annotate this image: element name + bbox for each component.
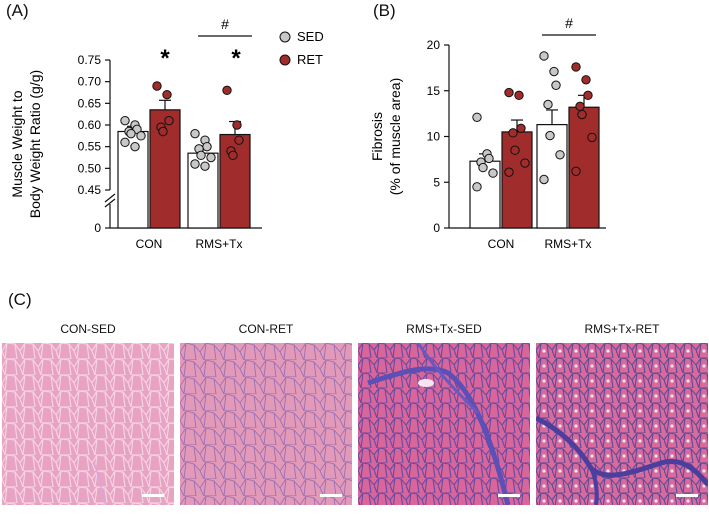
data-point [130,141,140,152]
data-point [200,161,210,171]
x-tick-label: CON [488,237,515,251]
legend-label-ret: RET [297,52,323,67]
data-point [504,87,514,98]
axis-break-mark [104,198,116,208]
micrograph-label-con-ret: CON-RET [238,322,294,336]
data-point [472,112,482,122]
data-point [232,120,242,130]
data-point [164,115,174,126]
x-tick-label: CON [136,237,163,251]
data-point [196,150,206,161]
y-tick-label: 5 [433,175,440,189]
data-point [202,141,212,152]
significance-hash: # [565,15,573,31]
micrograph-label-con-sed: CON-SED [60,322,116,336]
data-point [516,123,526,133]
micrograph-con-sed [2,343,174,505]
data-point [190,128,200,139]
data-point [508,128,518,138]
significance-hash: # [221,16,229,32]
y-axis-label: Fibrosis [370,112,385,161]
data-point [478,162,488,173]
data-point [571,62,581,72]
y-axis-label: Muscle Weight to [9,90,25,197]
panel-label-c: (C) [8,290,32,309]
data-point [520,158,530,168]
data-point [510,145,520,155]
data-point [583,90,593,101]
data-point [504,167,514,177]
chart-muscle-weight-ratio: 0 0.45 0.50 0.55 0.60 0.65 0.70 0.75 Muscle Weig… [9,16,324,251]
micrograph-rmstx-ret [536,343,708,505]
data-point [234,135,244,145]
scale-bar [320,494,342,497]
y-tick-label: 10 [427,130,441,144]
axis-break-mark [104,193,116,203]
data-point [555,150,565,160]
legend-marker-sed [279,31,291,43]
y-tick-label: 0.60 [78,118,102,132]
y-tick-label: 0.75 [78,53,102,67]
scale-bar [142,494,164,497]
chart-fibrosis: 0 5 10 15 20 Fibrosis (% of muscle area) CON RMS… [370,15,606,251]
y-tick-label: 15 [427,84,441,98]
data-point [120,137,130,148]
data-point [587,132,597,143]
data-point [126,128,136,139]
y-tick-label: 0.45 [78,183,102,197]
data-point [228,150,238,161]
y-tick-label: 0 [433,221,440,235]
panel-label-b: (B) [373,1,396,20]
data-point [162,89,172,100]
micrograph-label-rmstx-ret: RMS+Tx-RET [584,322,660,336]
panel-label-a: (A) [6,1,29,20]
data-point [577,109,587,120]
data-point [551,80,561,90]
y-axis-label: (% of muscle area) [387,78,403,195]
legend-marker-ret [279,54,291,66]
data-point [571,166,581,176]
data-point [581,75,591,85]
scale-bar [498,494,520,497]
data-point [152,81,162,91]
data-point [514,90,524,101]
data-point [549,66,559,77]
y-tick-label: 0 [94,221,101,235]
y-tick-label: 0.65 [78,96,102,110]
y-tick-label: 0.50 [78,161,102,175]
data-point [222,85,232,96]
legend-label-sed: SED [297,29,324,44]
x-tick-label: RMS+Tx [195,237,242,251]
y-tick-label: 0.55 [78,140,102,154]
x-tick-label: RMS+Tx [544,237,591,251]
data-point [472,182,482,192]
data-point [136,131,146,141]
micrograph-con-ret [180,343,352,505]
y-tick-label: 0.70 [78,75,102,89]
data-point [120,115,130,126]
data-point [575,101,585,112]
data-point [190,159,200,169]
micrograph-rmstx-sed [358,343,530,505]
data-point [484,153,494,164]
scale-bar [676,494,698,497]
y-tick-label: 20 [427,38,441,52]
data-point [206,152,216,163]
significance-star: * [231,45,241,72]
data-point [488,168,498,178]
data-point [539,51,549,61]
data-point [543,99,553,110]
y-axis-label: Body Weight Ratio (g/g) [27,70,43,218]
micrograph-label-rmstx-sed: RMS+Tx-SED [406,322,482,336]
significance-star: * [160,45,170,72]
data-point [158,126,168,137]
data-point [545,130,555,141]
data-point [539,174,549,185]
